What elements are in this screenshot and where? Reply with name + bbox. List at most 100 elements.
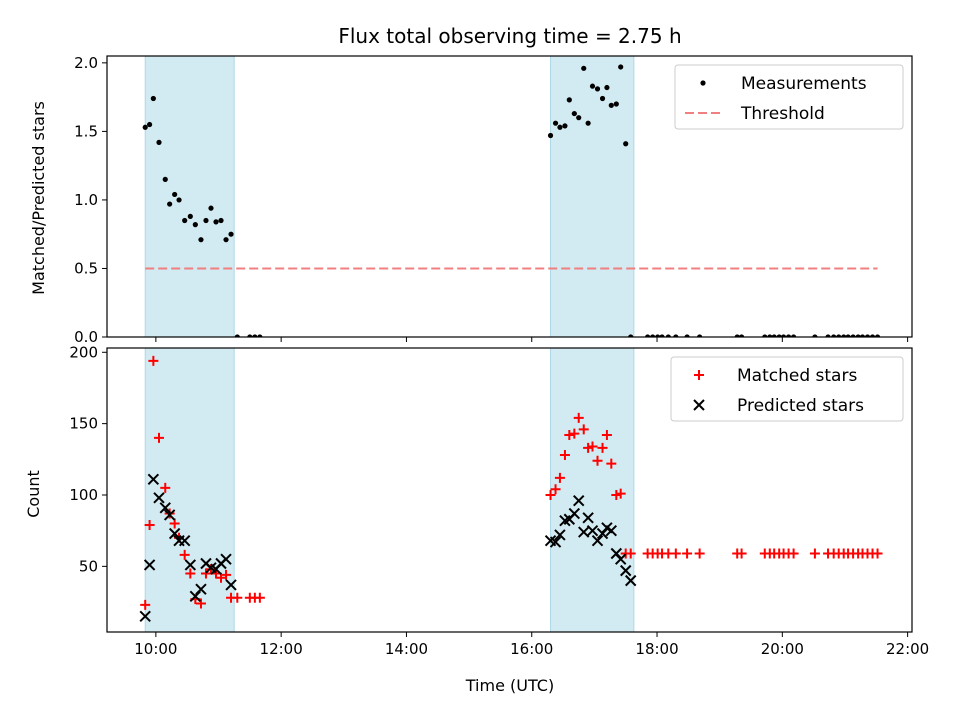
matched-star-point bbox=[554, 472, 565, 483]
predicted-star-point bbox=[582, 512, 594, 524]
measurement-point bbox=[585, 120, 591, 126]
predicted-star-point bbox=[620, 564, 632, 577]
legend-box bbox=[674, 64, 904, 130]
measurement-point bbox=[557, 124, 563, 130]
matched-star-point bbox=[564, 430, 575, 441]
plot-area bbox=[142, 64, 881, 337]
matched-star-point bbox=[559, 450, 570, 461]
shaded-region bbox=[144, 347, 235, 633]
measurement-point bbox=[831, 334, 837, 337]
measurement-point bbox=[571, 110, 577, 117]
measurement-point bbox=[836, 334, 842, 337]
legend-label: Threshold bbox=[740, 104, 825, 124]
matched-star-point bbox=[736, 548, 747, 559]
y-axis-label-bottom: Count bbox=[24, 470, 43, 518]
measurement-point bbox=[845, 334, 851, 337]
y-tick-label: 1.5 bbox=[74, 122, 98, 140]
axes-frame bbox=[106, 55, 913, 338]
measurement-point bbox=[187, 213, 193, 219]
measurement-point bbox=[739, 334, 745, 337]
predicted-star-point bbox=[554, 529, 566, 541]
matched-star-point bbox=[169, 518, 180, 529]
measurement-point bbox=[771, 334, 777, 337]
matched-star-point bbox=[573, 412, 584, 423]
measurement-point bbox=[673, 334, 679, 337]
matched-star-point bbox=[254, 592, 265, 603]
matched-star-point bbox=[611, 489, 622, 500]
predicted-star-point bbox=[147, 473, 160, 486]
measurement-point bbox=[589, 83, 596, 89]
predicted-star-point bbox=[153, 492, 165, 504]
predicted-star-point bbox=[586, 524, 599, 537]
matched-star-point bbox=[153, 432, 164, 443]
measurement-point bbox=[734, 334, 740, 337]
measurement-point bbox=[604, 84, 610, 91]
predicted-star-point bbox=[184, 559, 197, 571]
predicted-star-point bbox=[568, 507, 581, 520]
predicted-star-point bbox=[220, 553, 232, 565]
measurement-point bbox=[841, 334, 847, 337]
legend-box bbox=[670, 356, 904, 422]
measurement-point bbox=[252, 334, 258, 337]
axes-frame bbox=[106, 347, 913, 633]
matched-star-point bbox=[164, 508, 175, 519]
bottom-panel: 50 100 150 200 10:00 12:00 14:00 16:00 18:00 20:0… bbox=[69, 343, 929, 658]
x-tick-label: 10:00 bbox=[134, 640, 177, 658]
matched-star-point bbox=[221, 569, 232, 580]
measurement-point bbox=[213, 219, 219, 225]
measurement-point bbox=[234, 334, 240, 337]
measurement-point bbox=[599, 95, 606, 102]
legend-label: Measurements bbox=[741, 74, 867, 94]
y-tick-label: 0.5 bbox=[74, 259, 98, 277]
measurement-point bbox=[613, 101, 619, 107]
measurement-point bbox=[182, 217, 188, 224]
measurement-point bbox=[874, 334, 881, 337]
measurement-point bbox=[608, 102, 614, 108]
matched-star-point bbox=[216, 572, 227, 583]
measurement-point bbox=[552, 120, 559, 126]
measurement-point bbox=[192, 222, 198, 228]
measurement-point bbox=[825, 334, 831, 337]
measurement-point bbox=[218, 217, 224, 224]
measurement-point bbox=[767, 334, 773, 337]
measurement-point bbox=[562, 123, 568, 129]
y-tick-label: 50 bbox=[79, 557, 98, 575]
x-tick-label: 18:00 bbox=[635, 640, 678, 658]
x-tick-label: 14:00 bbox=[385, 640, 428, 658]
predicted-star-point bbox=[163, 509, 176, 521]
matched-star-point bbox=[606, 458, 617, 469]
measurement-point bbox=[247, 334, 253, 337]
measurement-point bbox=[697, 334, 703, 337]
measurement-point bbox=[594, 86, 601, 92]
measurement-point bbox=[791, 334, 797, 337]
x-tick-label: 22:00 bbox=[886, 640, 929, 658]
matched-star-point bbox=[160, 482, 171, 493]
measurement-point bbox=[167, 201, 173, 207]
measurement-point bbox=[812, 334, 818, 337]
predicted-star-point bbox=[625, 574, 637, 587]
x-tick-label: 12:00 bbox=[260, 640, 303, 658]
chart-title: Flux total observing time = 2.75 h bbox=[338, 24, 681, 48]
measurement-point bbox=[566, 97, 572, 103]
measurement-point bbox=[650, 334, 656, 337]
matched-star-point bbox=[788, 548, 799, 559]
measurement-point bbox=[623, 141, 629, 147]
y-tick-label: 0.0 bbox=[74, 328, 98, 346]
matched-star-point bbox=[597, 442, 608, 453]
measurement-point bbox=[257, 334, 263, 337]
measurement-point bbox=[228, 231, 234, 237]
x-axis-label: Time (UTC) bbox=[465, 676, 554, 695]
matched-star-point bbox=[670, 548, 681, 559]
measurement-point bbox=[785, 334, 792, 337]
shaded-region bbox=[550, 55, 635, 338]
measurement-point bbox=[618, 64, 624, 70]
predicted-star-point bbox=[143, 559, 156, 571]
measurement-point bbox=[665, 334, 671, 337]
measurement-point bbox=[142, 124, 148, 130]
predicted-star-point bbox=[195, 583, 207, 595]
plot-area bbox=[139, 355, 883, 623]
y-tick-label: 150 bbox=[69, 415, 98, 433]
predicted-star-point bbox=[614, 553, 627, 565]
predicted-star-point bbox=[225, 579, 237, 591]
